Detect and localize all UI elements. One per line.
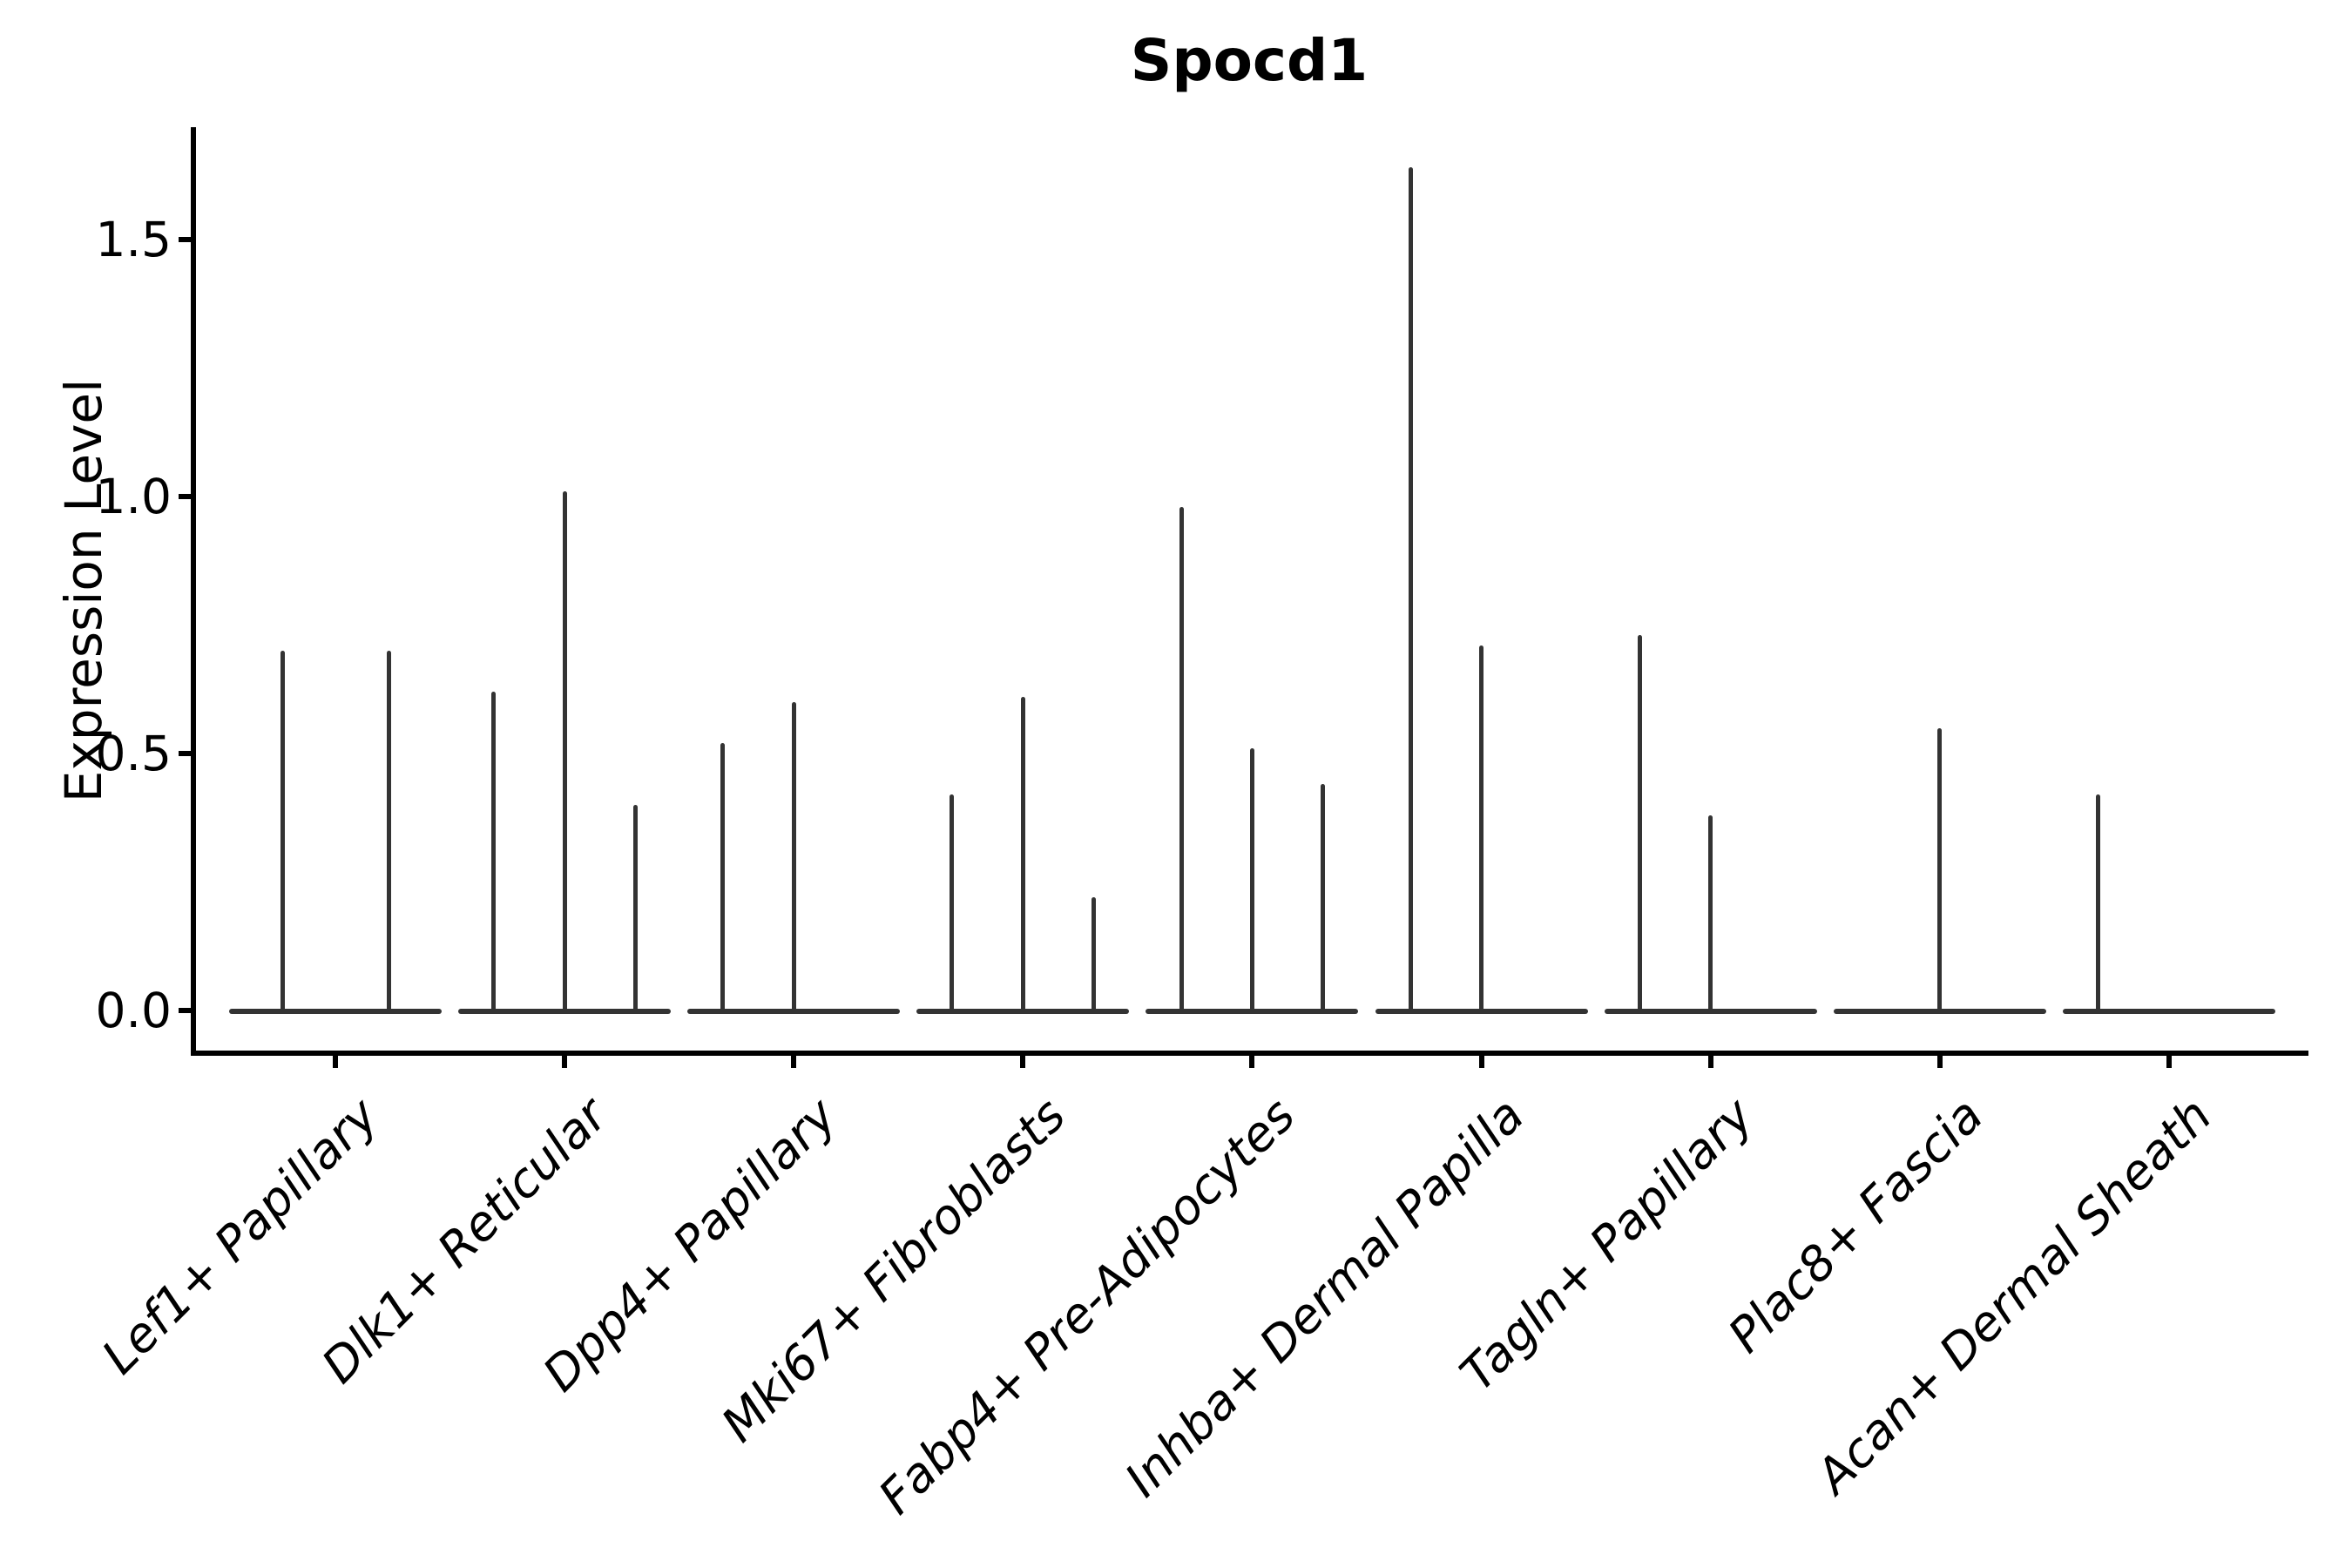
x-tick-label-fabp4-pre-adipocytes: Fabp4+ Pre-Adipocytes (868, 1087, 1306, 1525)
violin-spike (1479, 645, 1484, 1010)
violin-spike (1937, 727, 1943, 1010)
violin-base (1375, 1009, 1588, 1014)
violin-base (1146, 1009, 1359, 1014)
x-tick-mark (1020, 1056, 1026, 1068)
x-tick-mark (1707, 1056, 1713, 1068)
y-tick-label: 1.0 (95, 469, 172, 524)
y-tick-mark (179, 494, 191, 499)
violin-base (458, 1009, 672, 1014)
x-tick-mark (333, 1056, 338, 1068)
violin-base (687, 1009, 901, 1014)
violin-spike (1179, 506, 1184, 1010)
violin-base (1833, 1009, 2046, 1014)
violin-base (2062, 1009, 2275, 1014)
violin-spike (1708, 814, 1713, 1010)
violin-spike (1408, 167, 1413, 1010)
violin-spike (386, 651, 391, 1010)
x-axis-spine (191, 1051, 2308, 1056)
x-tick-mark (1249, 1056, 1255, 1068)
violin-base (1604, 1009, 1817, 1014)
x-tick-mark (2166, 1056, 2172, 1068)
violin-spike (632, 805, 638, 1010)
x-tick-mark (1478, 1056, 1484, 1068)
y-axis-spine (191, 127, 196, 1056)
x-tick-mark (791, 1056, 797, 1068)
y-tick-mark (179, 1008, 191, 1013)
y-tick-label: 0.5 (95, 726, 172, 781)
violin-base (229, 1009, 442, 1014)
violin-spike (280, 651, 285, 1010)
violin-spike (1092, 897, 1097, 1010)
x-tick-label-acan-dermal-sheath: Acan+ Dermal Sheath (1805, 1087, 2223, 1504)
violin-spike (562, 491, 567, 1010)
y-tick-mark (179, 237, 191, 242)
violin-spike (1249, 748, 1254, 1010)
violin-spike (950, 794, 955, 1010)
violin-spike (791, 702, 796, 1010)
x-tick-mark (1936, 1056, 1943, 1068)
violin-spike (1637, 635, 1642, 1010)
x-tick-label-inhba-dermal-papilla: Inhba+ Dermal Papilla (1114, 1087, 1535, 1508)
violin-spike (1321, 784, 1326, 1010)
violin-spike (491, 692, 497, 1010)
violin-base (916, 1009, 1130, 1014)
y-tick-label: 0.0 (95, 983, 172, 1038)
violin-spike (2095, 794, 2100, 1010)
y-tick-mark (179, 751, 191, 756)
violin-spike (1020, 697, 1025, 1010)
violin-spike (720, 743, 726, 1010)
y-tick-label: 1.5 (95, 212, 172, 267)
plot-title: Spocd1 (1130, 27, 1369, 94)
x-tick-mark (562, 1056, 568, 1068)
